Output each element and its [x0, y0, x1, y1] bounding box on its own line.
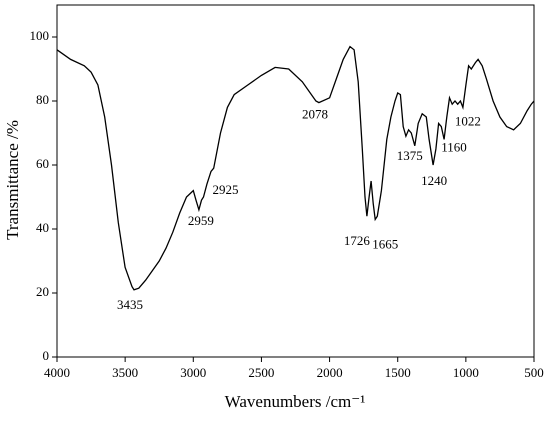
y-tick-label: 80: [36, 92, 49, 107]
peak-label: 1240: [421, 173, 447, 188]
peak-label: 2078: [302, 107, 328, 122]
x-tick-label: 3000: [180, 365, 206, 380]
x-tick-label: 2000: [317, 365, 343, 380]
x-tick-label: 4000: [44, 365, 70, 380]
y-tick-label: 40: [36, 220, 49, 235]
peak-label: 1160: [441, 139, 467, 154]
peak-label: 3435: [117, 297, 143, 312]
plot-frame: [56, 4, 535, 358]
y-axis-title: Transmittance /%: [3, 120, 22, 240]
peak-label: 2959: [188, 213, 214, 228]
x-axis-title: Wavenumbers /cm⁻¹: [225, 392, 366, 411]
peak-label: 1665: [372, 236, 398, 251]
y-tick-label: 100: [30, 28, 50, 43]
x-tick-label: 1500: [385, 365, 411, 380]
y-tick-label: 0: [43, 348, 50, 363]
y-tick-label: 60: [36, 156, 49, 171]
peak-label: 1726: [344, 233, 371, 248]
peak-label: 1022: [455, 113, 481, 128]
peak-label: 2925: [213, 182, 239, 197]
x-tick-label: 2500: [248, 365, 274, 380]
peak-label: 1375: [397, 148, 423, 163]
x-tick-label: 3500: [112, 365, 138, 380]
x-tick-label: 1000: [453, 365, 479, 380]
spectrum-line: [56, 45, 535, 291]
x-tick-label: 500: [524, 365, 544, 380]
y-tick-label: 20: [36, 284, 49, 299]
